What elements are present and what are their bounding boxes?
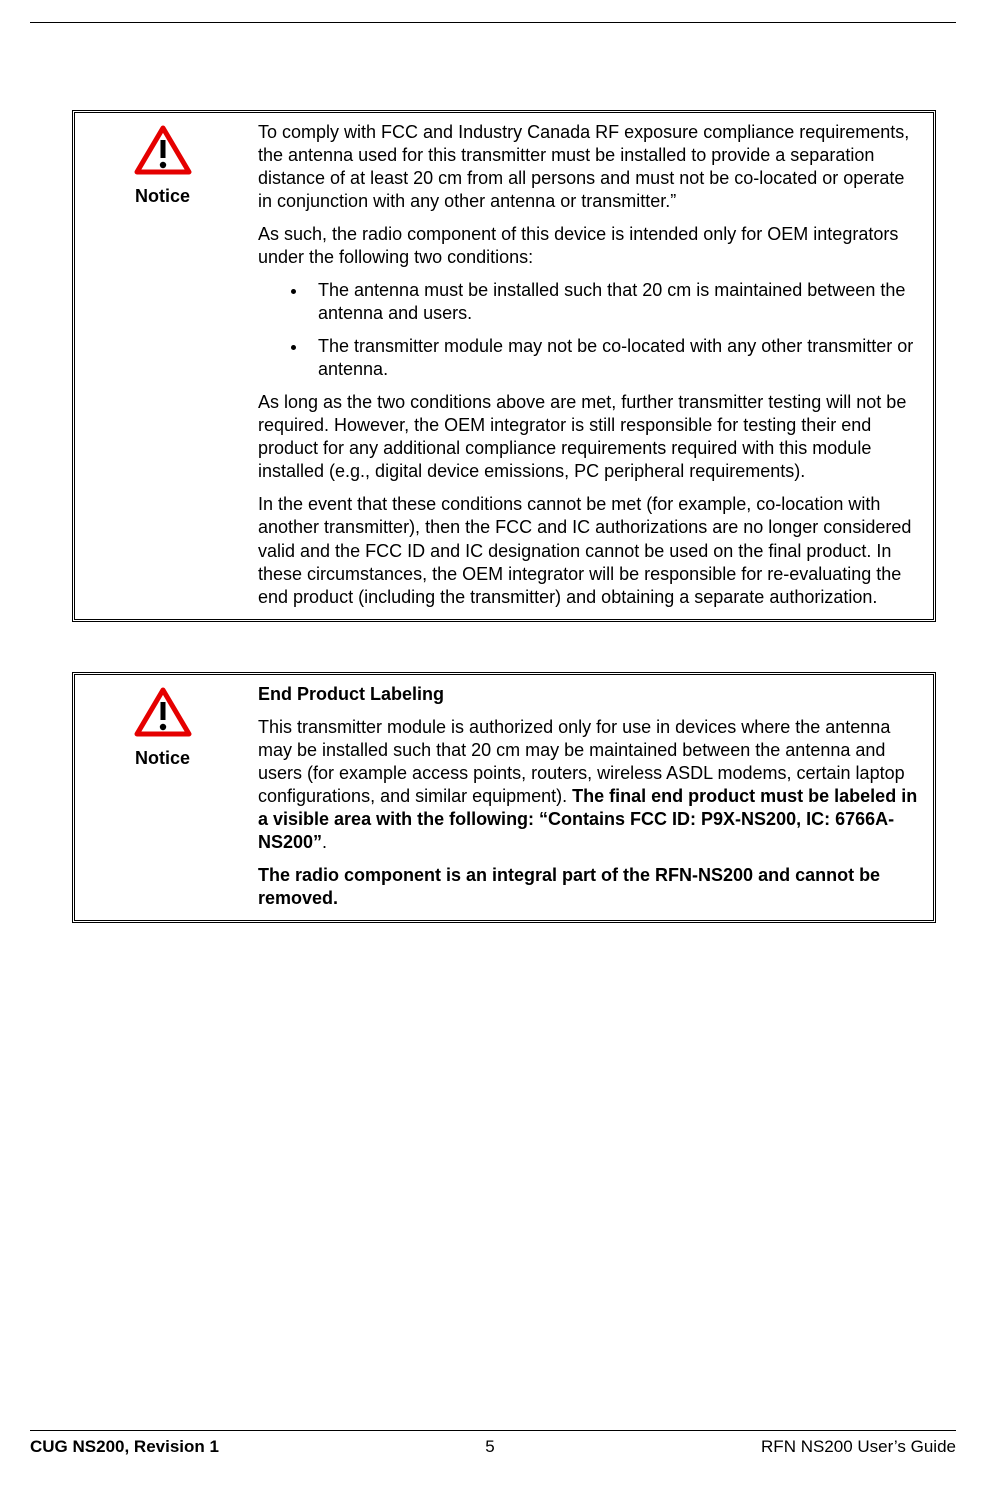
notice-body-1: To comply with FCC and Industry Canada R… [258,121,923,611]
page-content: Notice To comply with FCC and Industry C… [72,110,936,973]
footer-row: CUG NS200, Revision 1 5 RFN NS200 User’s… [30,1437,956,1457]
footer-rule [30,1430,956,1431]
header-rule [30,22,956,23]
para: To comply with FCC and Industry Canada R… [258,121,923,213]
footer-page-number: 5 [485,1437,494,1457]
list-item: The transmitter module may not be co-loc… [308,335,923,381]
notice-body-2: End Product Labeling This transmitter mo… [258,683,923,912]
footer-right: RFN NS200 User’s Guide [761,1437,956,1457]
notice-label: Notice [85,186,240,207]
notice-left-col: Notice [85,121,240,611]
para-bold: The radio component is an integral part … [258,864,923,910]
bullet-list: The antenna must be installed such that … [258,279,923,381]
footer-left: CUG NS200, Revision 1 [30,1437,219,1457]
para: As long as the two conditions above are … [258,391,923,483]
warning-icon [134,125,192,180]
subheading: End Product Labeling [258,683,923,706]
para: This transmitter module is authorized on… [258,716,923,854]
para: As such, the radio component of this dev… [258,223,923,269]
warning-icon [134,687,192,742]
notice-box-1: Notice To comply with FCC and Industry C… [72,110,936,622]
notice-left-col: Notice [85,683,240,912]
para: In the event that these conditions canno… [258,493,923,608]
list-item: The antenna must be installed such that … [308,279,923,325]
notice-label: Notice [85,748,240,769]
notice-box-2: Notice End Product Labeling This transmi… [72,672,936,923]
page-footer: CUG NS200, Revision 1 5 RFN NS200 User’s… [30,1430,956,1457]
text: . [322,832,327,852]
